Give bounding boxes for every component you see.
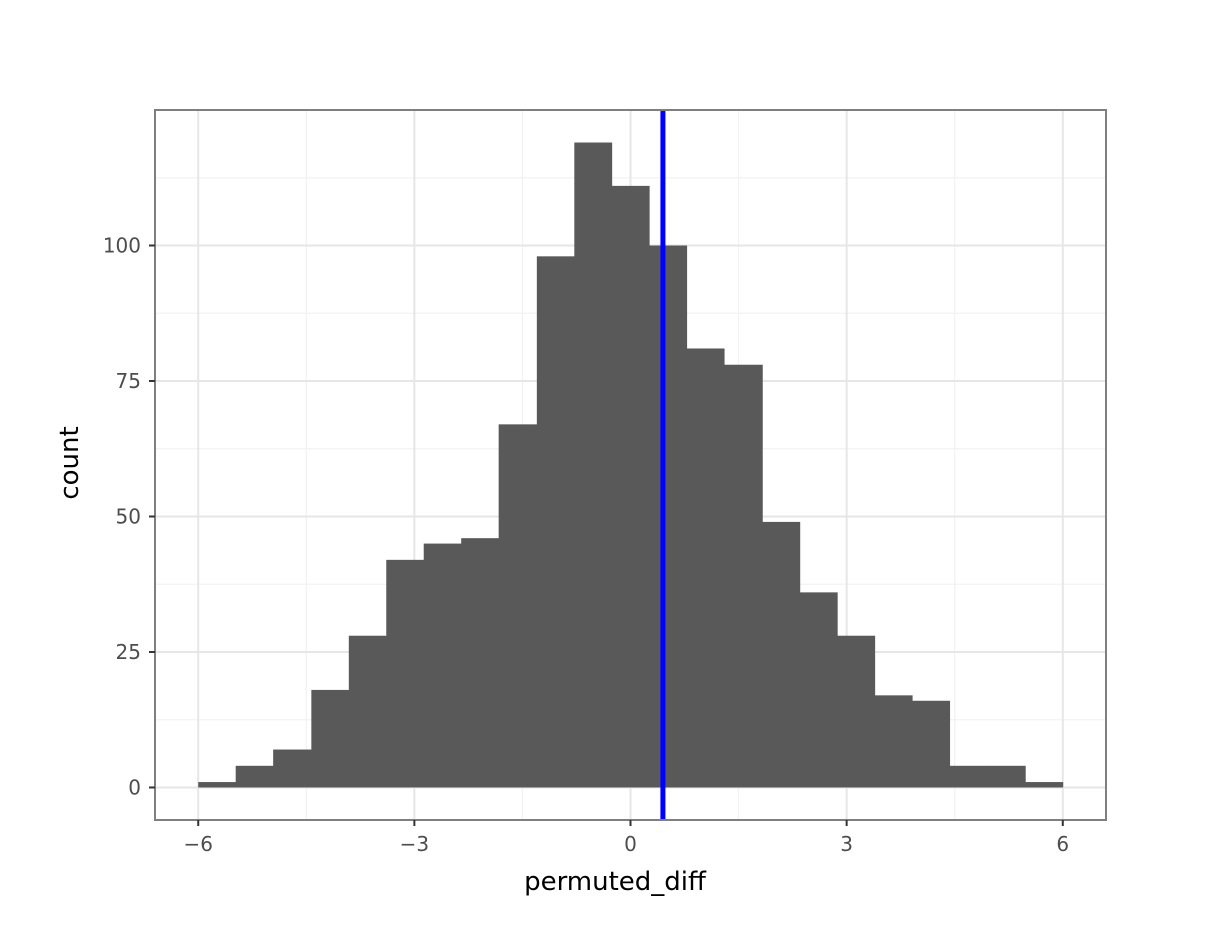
x-tick-label: 6 <box>1056 832 1069 856</box>
histogram-bar <box>949 765 989 788</box>
histogram-bar <box>423 543 462 788</box>
histogram-bar <box>686 348 725 788</box>
histogram-bar <box>386 559 425 788</box>
histogram-bar <box>874 695 913 788</box>
histogram-bar <box>235 765 274 788</box>
y-tick-label: 0 <box>128 775 141 799</box>
y-tick-label: 50 <box>116 504 141 528</box>
y-tick-label: 75 <box>116 369 141 393</box>
histogram-bar <box>799 592 838 788</box>
y-tick-label: 100 <box>103 233 141 257</box>
y-axis-ticks: 0 25 50 75 100 <box>103 233 155 799</box>
histogram-bar <box>273 749 312 788</box>
x-tick-label: −3 <box>400 832 429 856</box>
histogram-bar <box>837 635 876 788</box>
histogram-bar <box>311 689 350 788</box>
x-tick-label: −6 <box>183 832 212 856</box>
x-axis-ticks: −6 −3 0 3 6 <box>183 820 1069 856</box>
histogram-bars <box>198 142 1064 788</box>
histogram-bar <box>536 256 575 788</box>
histogram-bar <box>348 635 387 788</box>
histogram-bar <box>987 765 1026 788</box>
histogram-bar <box>198 782 237 788</box>
histogram-bar <box>724 364 763 788</box>
histogram-bar <box>649 245 688 788</box>
histogram-bar <box>762 521 801 788</box>
histogram-bar <box>1025 782 1064 788</box>
x-tick-label: 3 <box>840 832 853 856</box>
x-tick-label: 0 <box>624 832 637 856</box>
y-tick-label: 25 <box>116 640 141 664</box>
histogram-bar <box>574 142 613 788</box>
histogram-bar <box>912 700 951 788</box>
histogram-bar <box>611 185 650 788</box>
y-axis-title: count <box>55 426 85 499</box>
histogram-bar <box>461 538 500 788</box>
x-axis-title: permuted_diff <box>524 867 707 897</box>
histogram-bar <box>498 424 538 788</box>
